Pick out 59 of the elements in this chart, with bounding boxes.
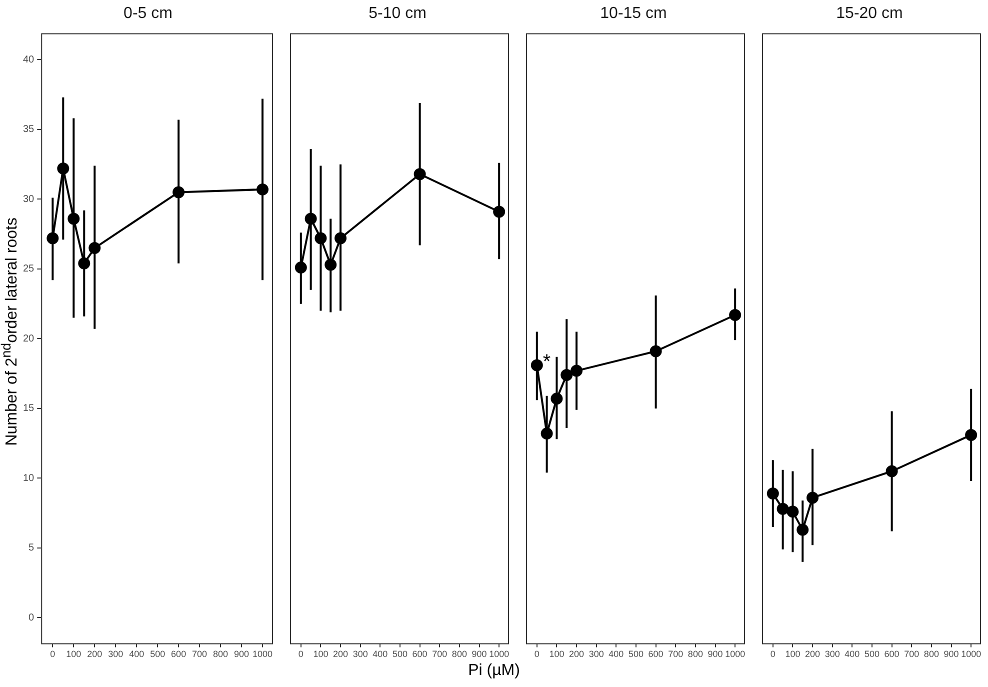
- x-tick-label: 100: [66, 649, 82, 660]
- x-tick-label: 800: [688, 649, 703, 660]
- x-tick-label: 600: [884, 649, 900, 660]
- x-tick-label: 800: [452, 649, 467, 660]
- y-tick-label: 30: [23, 194, 35, 205]
- x-tick-label: 300: [824, 649, 840, 660]
- x-tick-label: 400: [844, 649, 860, 660]
- chart-title: 15-20 cm: [836, 5, 903, 22]
- x-tick-label: 200: [805, 649, 820, 660]
- x-tick-label: 200: [333, 649, 348, 660]
- x-tick-label: 200: [569, 649, 584, 660]
- y-tick-label: 10: [23, 472, 35, 484]
- y-tick-label: 25: [23, 264, 35, 275]
- y-tick-label: 0: [28, 612, 35, 624]
- y-tick-label: 15: [23, 403, 35, 414]
- x-tick-label: 500: [628, 649, 644, 660]
- x-tick-label: 100: [313, 649, 328, 660]
- y-tick-label: 20: [23, 333, 35, 344]
- y-tick-label: 35: [23, 124, 35, 136]
- x-tick-label: 700: [904, 649, 920, 660]
- chart-title: 10-15 cm: [600, 5, 667, 22]
- chart-title: 0-5 cm: [124, 5, 172, 22]
- x-tick-label: 1000: [961, 649, 982, 660]
- x-tick-label: 200: [87, 649, 102, 660]
- x-tick-label: 900: [708, 649, 723, 660]
- x-tick-label: 400: [372, 649, 388, 660]
- x-tick-label: 400: [608, 649, 624, 660]
- x-tick-label: 0: [298, 649, 304, 660]
- x-tick-label: 300: [108, 649, 124, 660]
- x-tick-label: 700: [668, 649, 684, 660]
- x-tick-label: 300: [588, 649, 604, 660]
- x-tick-label: 900: [472, 649, 487, 660]
- x-tick-label: 500: [392, 649, 408, 660]
- x-tick-label: 0: [770, 649, 776, 660]
- x-tick-label: 400: [129, 649, 144, 660]
- chart-title: 5-10 cm: [368, 5, 426, 22]
- x-tick-label: 500: [864, 649, 880, 660]
- x-axis-title: Pi (µM): [468, 662, 520, 680]
- y-tick-label: 5: [28, 542, 35, 554]
- x-tick-label: 1000: [489, 649, 510, 660]
- x-tick-label: 700: [192, 649, 208, 660]
- x-tick-label: 800: [924, 649, 939, 660]
- x-tick-label: 600: [171, 649, 186, 660]
- x-tick-label: 1000: [725, 649, 746, 660]
- x-tick-label: 0: [50, 649, 56, 660]
- x-tick-label: 900: [234, 649, 250, 660]
- x-tick-label: 800: [213, 649, 228, 660]
- x-tick-label: 900: [944, 649, 959, 660]
- x-tick-label: 1000: [252, 649, 273, 660]
- x-tick-label: 300: [352, 649, 368, 660]
- y-tick-label: 40: [23, 54, 35, 66]
- x-tick-label: 0: [534, 649, 540, 660]
- x-tick-label: 100: [549, 649, 564, 660]
- x-tick-label: 500: [150, 649, 166, 660]
- x-tick-label: 700: [432, 649, 448, 660]
- x-tick-label: 600: [648, 649, 664, 660]
- x-tick-label: 600: [412, 649, 428, 660]
- x-tick-label: 100: [785, 649, 800, 660]
- annotation: *: [542, 350, 551, 373]
